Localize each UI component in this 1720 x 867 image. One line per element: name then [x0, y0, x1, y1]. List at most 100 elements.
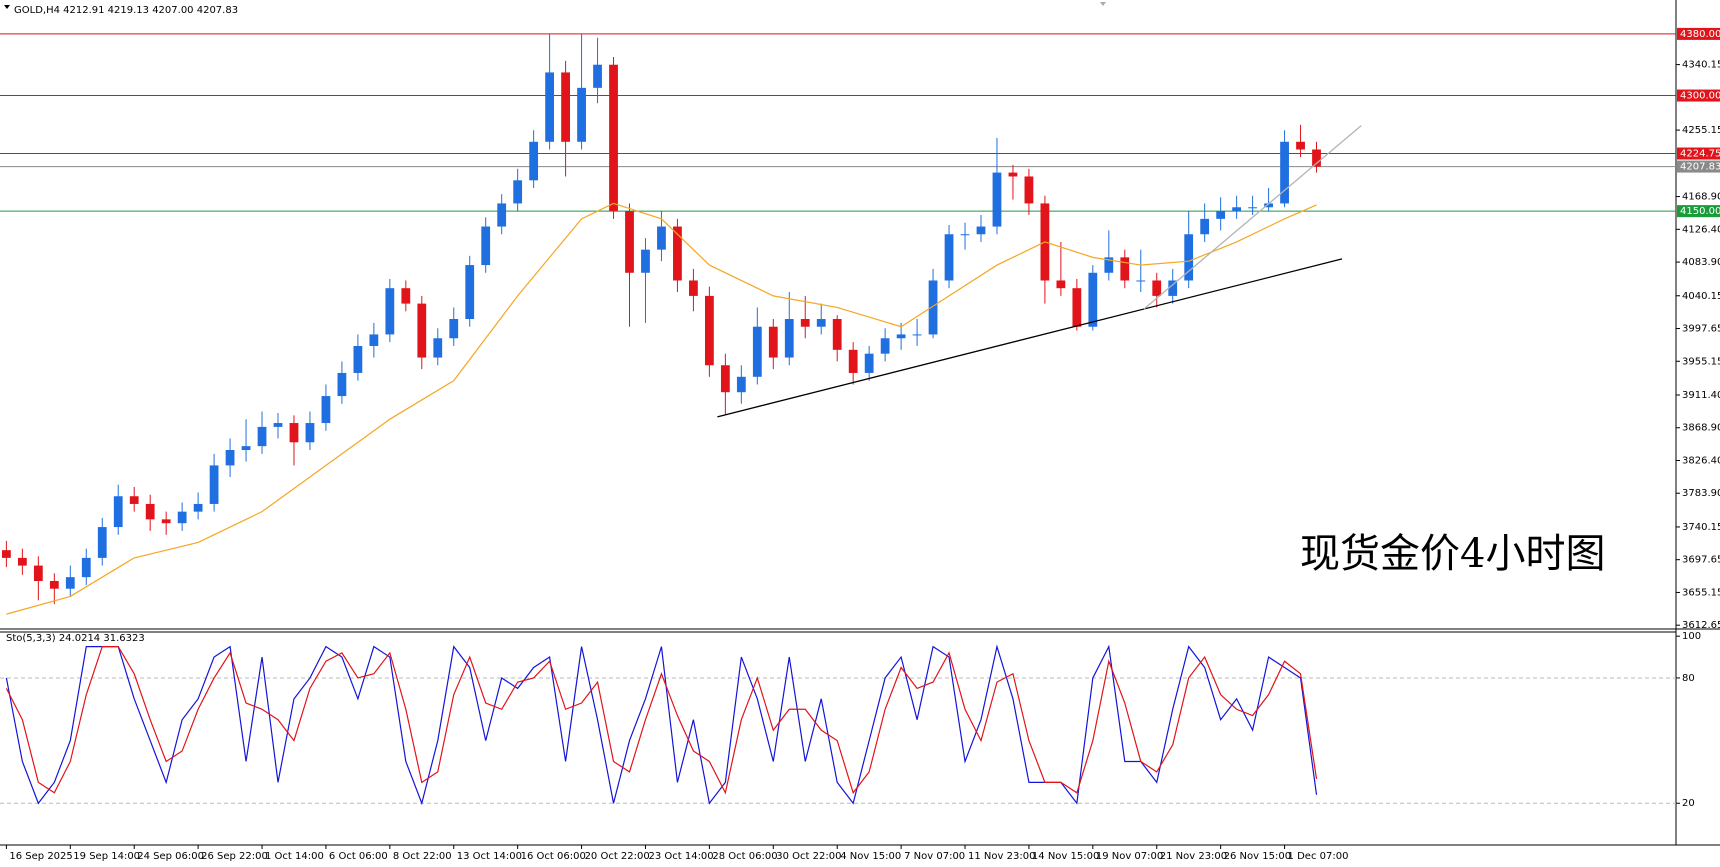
indicator-line — [5, 646, 1318, 795]
x-tick-label: 23 Oct 14:00 — [648, 851, 713, 862]
candle-body — [1104, 257, 1114, 273]
y-tick-label: 4255.15 — [1682, 125, 1720, 136]
candle-body — [896, 334, 906, 339]
level-label-bg — [1677, 147, 1720, 160]
x-tick-label: 28 Oct 06:00 — [712, 851, 777, 862]
x-tick-label: 4 Nov 15:00 — [840, 851, 901, 862]
candle-body — [1, 550, 11, 558]
candle-body — [513, 180, 523, 204]
x-tick-label: 24 Sep 06:00 — [137, 851, 204, 862]
x-tick-label: 8 Oct 22:00 — [393, 851, 452, 862]
candle-body — [193, 503, 203, 512]
candle-body — [912, 334, 922, 336]
candle-body — [736, 376, 746, 393]
y-tick-label: 3997.65 — [1682, 324, 1720, 335]
y-tick-label: 3612.65 — [1682, 620, 1720, 631]
x-tick-label: 26 Sep 22:00 — [201, 851, 268, 862]
candle-body — [1072, 288, 1082, 327]
candle-body — [625, 211, 634, 273]
y-tick-label: 4340.15 — [1682, 60, 1720, 71]
candle-body — [481, 226, 491, 266]
candle-body — [944, 234, 954, 281]
candle-body — [752, 326, 762, 377]
candle-body — [161, 519, 171, 524]
candle-body — [704, 295, 714, 366]
y-tick-label: 4168.90 — [1682, 192, 1720, 203]
candle-body — [673, 226, 682, 281]
candle-body — [321, 396, 331, 424]
candle-body — [1024, 176, 1034, 204]
x-tick-label: 21 Nov 23:00 — [1160, 851, 1227, 862]
candle-body — [1120, 257, 1130, 281]
candle-body — [225, 450, 235, 466]
candle-body — [81, 557, 91, 578]
candle-body — [1152, 280, 1162, 296]
candle-body — [129, 496, 139, 504]
chart-header: GOLD,H4 4212.91 4219.13 4207.00 4207.83 — [14, 5, 238, 16]
y-tick-label: 3740.15 — [1682, 522, 1720, 533]
candle-body — [577, 87, 586, 142]
x-tick-label: 1 Oct 14:00 — [265, 851, 324, 862]
y-tick-label: 3826.40 — [1682, 455, 1720, 466]
y-tick-label: 80 — [1682, 673, 1695, 684]
candle-body — [65, 577, 75, 589]
x-tick-label: 19 Sep 14:00 — [73, 851, 140, 862]
candle-body — [529, 141, 539, 181]
candle-body — [449, 319, 459, 339]
candle-body — [273, 423, 283, 427]
candle-body — [561, 72, 570, 142]
level-label-bg — [1677, 160, 1720, 173]
moving-average — [6, 202, 1317, 615]
candle-body — [433, 338, 443, 358]
candle-body — [1216, 211, 1226, 219]
y-tick-label: 3955.15 — [1682, 356, 1720, 367]
y-tick-label: 4126.40 — [1682, 224, 1720, 235]
candle-body — [720, 365, 730, 393]
x-tick-label: 20 Oct 22:00 — [585, 851, 650, 862]
candle-body — [1280, 141, 1289, 204]
candle-body — [816, 319, 826, 327]
x-tick-label: 26 Nov 15:00 — [1224, 851, 1291, 862]
candle-body — [1200, 218, 1210, 235]
y-tick-label: 3911.40 — [1682, 390, 1720, 401]
candle-body — [784, 319, 794, 358]
x-tick-label: 7 Nov 07:00 — [904, 851, 965, 862]
candle-body — [641, 249, 650, 273]
x-tick-label: 19 Nov 07:00 — [1096, 851, 1163, 862]
x-tick-label: 14 Nov 15:00 — [1032, 851, 1099, 862]
candle-body — [417, 303, 427, 358]
candle-body — [609, 64, 618, 212]
annotation: 现货金价4小时图 — [1300, 531, 1605, 577]
scroll-marker — [1100, 2, 1106, 6]
y-tick-label: 4083.90 — [1682, 257, 1720, 268]
candle-body — [1296, 141, 1305, 150]
level-label-bg — [1677, 205, 1720, 218]
level-label: 4380.00 — [1680, 29, 1720, 40]
trend-line — [1143, 125, 1362, 310]
candle-body — [848, 349, 858, 373]
candle-body — [960, 234, 970, 236]
candle-body — [1088, 272, 1098, 327]
candle-body — [1312, 149, 1321, 167]
candle-body — [353, 345, 363, 373]
candle-body — [113, 496, 123, 528]
candle-body — [832, 319, 842, 350]
y-tick-label: 4040.15 — [1682, 291, 1720, 302]
candle-body — [401, 288, 411, 304]
trend-line — [717, 258, 1343, 418]
candle-body — [689, 280, 698, 296]
x-tick-label: 13 Oct 14:00 — [457, 851, 522, 862]
y-tick-label: 3868.90 — [1682, 423, 1720, 434]
candle-body — [1168, 280, 1178, 296]
y-tick-label: 3655.15 — [1682, 587, 1720, 598]
candle-body — [305, 423, 315, 443]
candle-body — [289, 423, 299, 443]
x-tick-label: 16 Oct 06:00 — [521, 851, 586, 862]
menu-icon — [4, 5, 10, 9]
level-label: 4150.00 — [1680, 206, 1720, 217]
candle-body — [928, 280, 938, 335]
candle-body — [1136, 280, 1146, 282]
candle-body — [1056, 280, 1066, 289]
candle-body — [545, 72, 555, 142]
